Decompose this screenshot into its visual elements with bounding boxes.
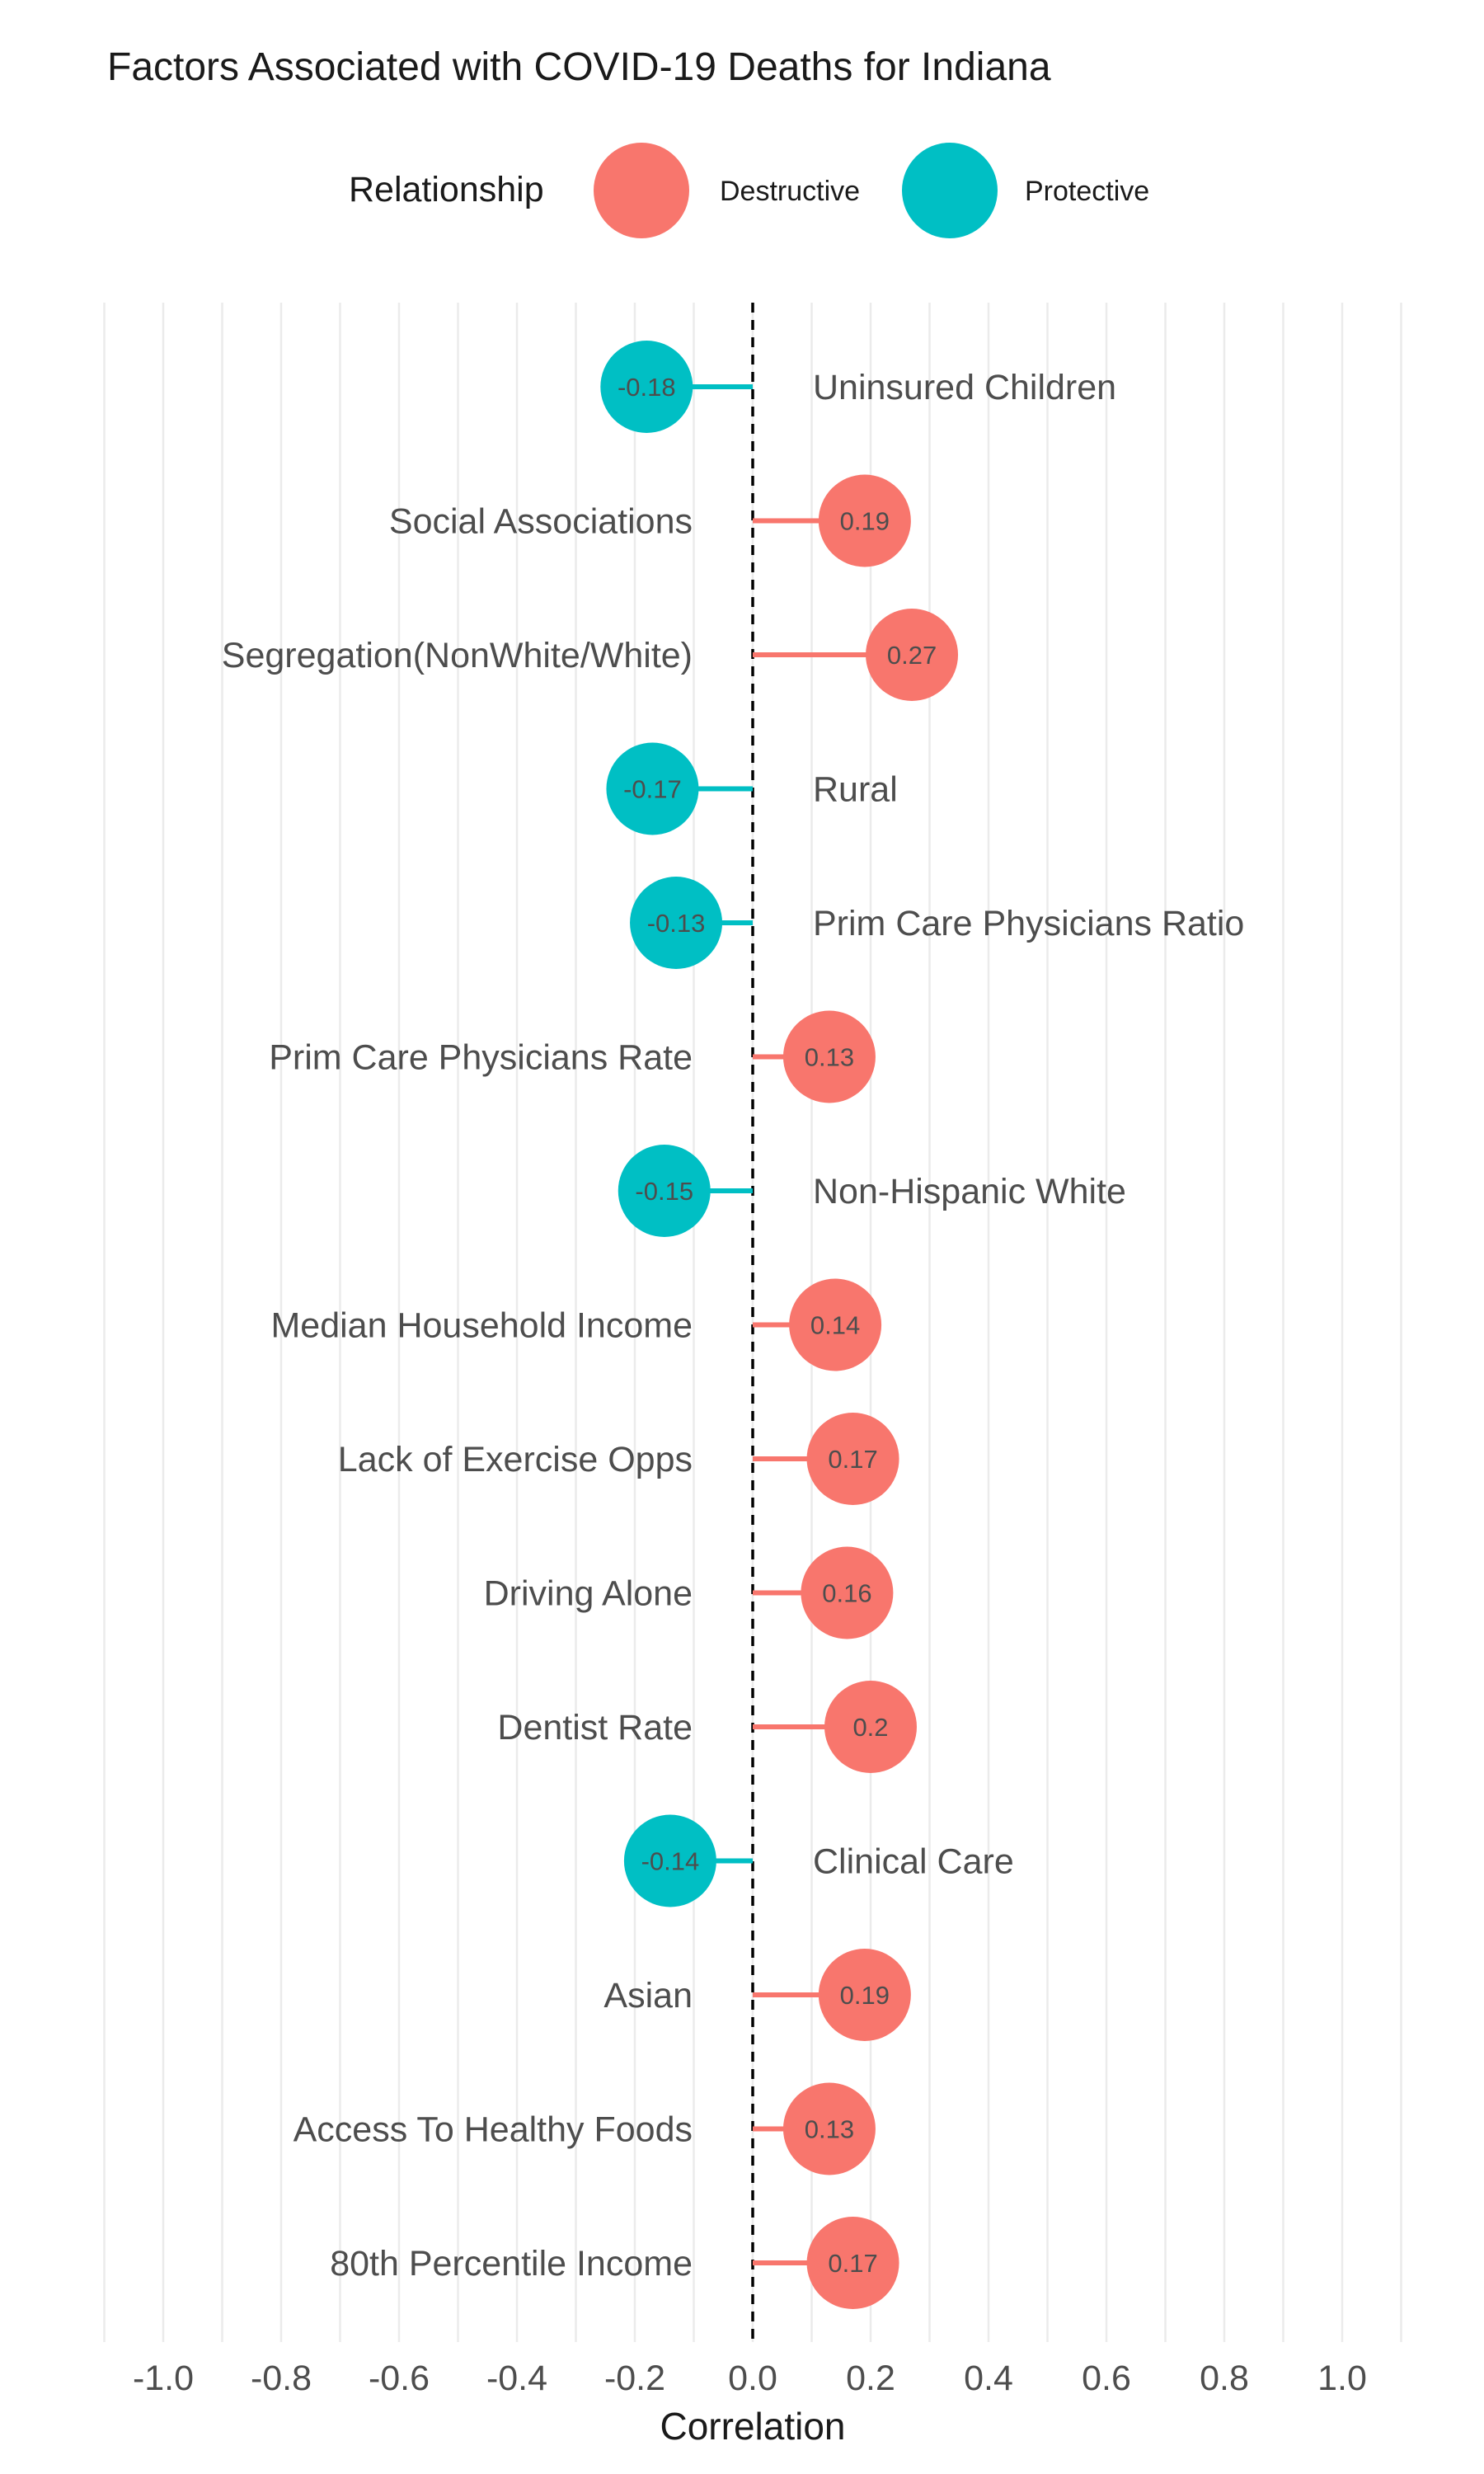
lollipop-row: -0.15 Non-Hispanic White [618,1145,1126,1237]
lollipop-row: 0.2 Dentist Rate [497,1681,917,1773]
value-label: -0.17 [623,775,682,804]
category-label: Prim Care Physicians Rate [269,1038,693,1078]
category-label: Driving Alone [484,1574,693,1614]
lollipop-point [818,474,911,567]
category-label: Rural [813,770,898,810]
value-label: -0.14 [641,1847,700,1876]
category-label: Median Household Income [270,1306,693,1346]
legend-title: Relationship [349,170,544,209]
x-tick-label: -1.0 [133,2359,194,2398]
lollipop-point [818,1949,911,2041]
x-tick-label: 1.0 [1317,2359,1367,2398]
category-label: 80th Percentile Income [330,2244,693,2284]
category-label: Lack of Exercise Opps [338,1440,693,1479]
legend-items: Destructive Protective [594,143,1149,238]
x-axis-title: Correlation [660,2405,846,2448]
x-tick-label: 0.4 [964,2359,1013,2398]
lollipop-point [606,742,699,835]
lollipop-row: 0.17 80th Percentile Income [330,2217,899,2309]
lollipop-point [618,1145,711,1237]
lollipop-row: -0.14 Clinical Care [623,1814,1014,1907]
value-label: 0.14 [810,1311,860,1340]
x-tick-label: 0.2 [846,2359,895,2398]
x-tick-label: 0.8 [1200,2359,1249,2398]
value-label: 0.19 [840,1981,890,2010]
lollipop-point [600,341,693,433]
category-label: Segregation(NonWhite/White) [222,636,693,675]
lollipop-row: 0.13 Access To Healthy Foods [294,2082,876,2175]
value-label: 0.13 [805,1043,854,1072]
legend-item: Protective [902,143,1149,238]
value-label: 0.27 [887,641,937,670]
lollipop-point [630,877,723,969]
category-label: Access To Healthy Foods [294,2110,693,2150]
lollipop-row: -0.18 Uninsured Children [600,341,1116,433]
lollipop-row: 0.19 Asian [603,1949,911,2041]
chart-title: Factors Associated with COVID-19 Deaths … [107,45,1051,89]
lollipop-row: 0.14 Median Household Income [270,1278,882,1371]
lollipop-point [824,1681,917,1773]
x-axis-ticks: -1.0 -0.8 -0.6 -0.4 -0.2 0.0 0.2 0.4 0.6 0.8 1.0 [133,2359,1367,2398]
x-tick-label: -0.2 [604,2359,665,2398]
value-label: 0.13 [805,2115,854,2144]
lollipop-row: 0.13 Prim Care Physicians Rate [269,1010,876,1103]
category-label: Asian [603,1976,693,2015]
lollipop-point [801,1546,894,1639]
value-label: 0.2 [852,1713,888,1742]
category-label: Non-Hispanic White [813,1172,1126,1211]
lollipop-point [866,609,959,701]
value-label: -0.13 [647,909,706,938]
category-label: Dentist Rate [497,1708,693,1747]
lollipop-row: -0.17 Rural [606,742,898,835]
lollipop-point [789,1278,882,1371]
lollipop-point [782,2082,876,2175]
category-label: Social Associations [389,502,693,542]
legend-label: Destructive [720,176,860,207]
legend-swatch [594,143,689,238]
category-label: Uninsured Children [813,368,1116,407]
x-tick-label: -0.4 [486,2359,547,2398]
x-tick-label: 0.0 [728,2359,777,2398]
lollipop-row: 0.27 Segregation(NonWhite/White) [222,609,959,701]
value-label: -0.18 [618,373,676,402]
category-label: Clinical Care [813,1842,1014,1882]
lollipop-point [806,1413,899,1505]
lollipop-row: 0.19 Social Associations [389,474,911,567]
value-label: 0.17 [828,2249,877,2278]
value-label: 0.17 [828,1445,877,1474]
x-tick-label: -0.6 [369,2359,430,2398]
legend-label: Protective [1025,176,1149,207]
x-tick-label: 0.6 [1082,2359,1131,2398]
marks-layer: -0.18 Uninsured Children 0.19 Social Associ… [222,341,1244,2309]
legend-swatch [902,143,998,238]
value-label: -0.15 [635,1177,693,1206]
lollipop-row: 0.17 Lack of Exercise Opps [338,1413,899,1505]
legend-item: Destructive [594,143,860,238]
value-label: 0.16 [822,1579,871,1608]
lollipop-point [623,1814,716,1907]
lollipop-row: -0.13 Prim Care Physicians Ratio [630,877,1244,969]
lollipop-point [806,2217,899,2309]
category-label: Prim Care Physicians Ratio [813,904,1244,943]
legend: Relationship Destructive Protective [349,143,1149,238]
lollipop-point [782,1010,876,1103]
value-label: 0.19 [840,507,890,536]
lollipop-row: 0.16 Driving Alone [484,1546,894,1639]
x-tick-label: -0.8 [251,2359,312,2398]
